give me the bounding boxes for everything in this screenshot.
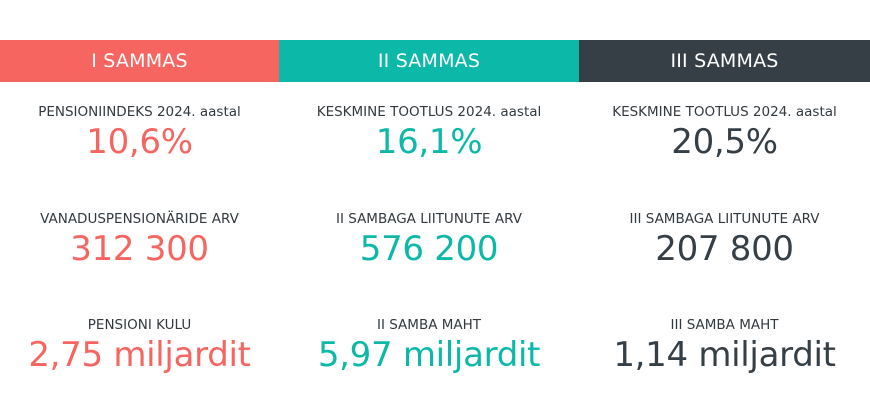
stat-label: VANADUSPENSIONÄRIDE ARV [40,211,239,227]
stat-value: 10,6% [86,122,193,162]
pillar-3-fund-volume-stat: III SAMBA MAHT 1,14 miljardit [579,316,870,376]
pillar-3-column: III SAMMAS KESKMINE TOOTLUS 2024. aastal… [579,40,870,376]
stat-value: 16,1% [375,122,483,162]
pillar-2-column: II SAMMAS KESKMINE TOOTLUS 2024. aastal … [279,40,579,376]
stat-value: 2,75 miljardit [28,335,251,375]
stat-value: 5,97 miljardit [317,335,541,375]
stat-label: III SAMBAGA LIITUNUTE ARV [629,211,820,227]
stat-label: II SAMBA MAHT [376,317,482,333]
pillar-2-members-count-stat: II SAMBAGA LIITUNUTE ARV 576 200 [279,210,579,270]
pillar-1-pension-index-stat: PENSIONIINDEKS 2024. aastal 10,6% [0,103,279,163]
stat-label: KESKMINE TOOTLUS 2024. aastal [316,104,542,120]
pillar-3-members-count-stat: III SAMBAGA LIITUNUTE ARV 207 800 [579,210,870,270]
stat-label: KESKMINE TOOTLUS 2024. aastal [612,104,837,120]
pillar-1-pensioners-count-stat: VANADUSPENSIONÄRIDE ARV 312 300 [0,210,279,270]
stat-value: 312 300 [70,229,209,269]
stat-label: III SAMBA MAHT [670,317,779,333]
pillar-1-header: I SAMMAS [0,40,279,82]
pillar-2-average-return-stat: KESKMINE TOOTLUS 2024. aastal 16,1% [279,103,579,163]
stat-value: 1,14 miljardit [613,335,836,375]
stat-value: 576 200 [359,229,499,269]
stat-value: 20,5% [671,122,778,162]
stat-label: II SAMBAGA LIITUNUTE ARV [336,211,522,227]
pillar-1-column: I SAMMAS PENSIONIINDEKS 2024. aastal 10,… [0,40,279,376]
pillar-3-header: III SAMMAS [579,40,870,82]
stat-label: PENSIONIINDEKS 2024. aastal [38,104,241,120]
pillar-3-average-return-stat: KESKMINE TOOTLUS 2024. aastal 20,5% [579,103,870,163]
pillar-2-fund-volume-stat: II SAMBA MAHT 5,97 miljardit [279,316,579,376]
stat-value: 207 800 [655,229,794,269]
stat-label: PENSIONI KULU [87,317,192,333]
pillar-1-pension-cost-stat: PENSIONI KULU 2,75 miljardit [0,316,279,376]
pillar-2-header: II SAMMAS [279,40,579,82]
pension-pillars: I SAMMAS PENSIONIINDEKS 2024. aastal 10,… [0,40,870,376]
